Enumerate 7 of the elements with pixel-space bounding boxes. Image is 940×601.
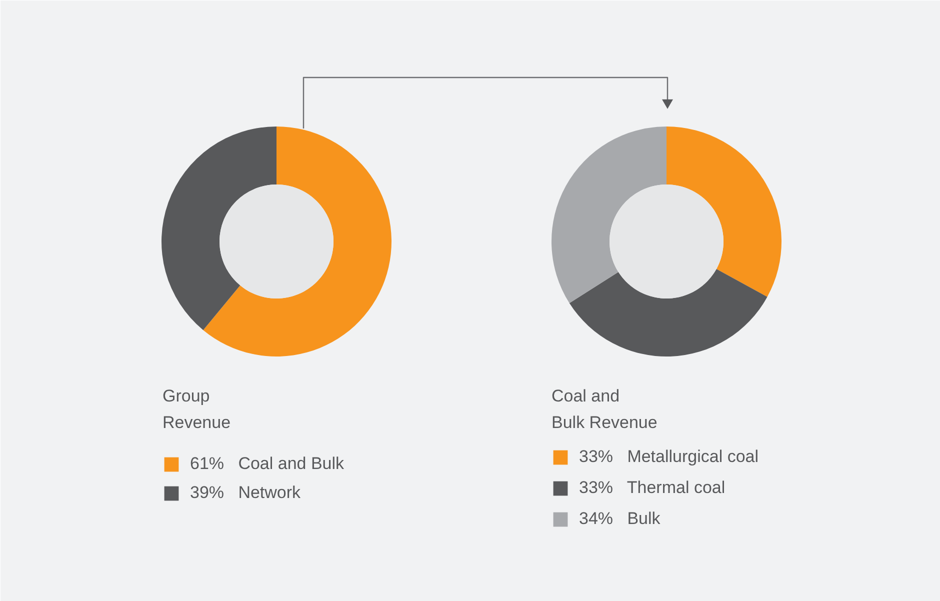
legend-label: 33% Thermal coal <box>579 478 726 498</box>
legend-label: 39% Network <box>190 483 301 503</box>
text: Coal and Bulk Revenue <box>552 386 658 432</box>
legend-label: 33% Metallurgical coal <box>579 447 759 467</box>
legend-label: 61% Coal and Bulk <box>190 454 344 474</box>
legend-label: 34% Bulk <box>579 509 660 529</box>
text: Group Revenue <box>162 386 231 432</box>
